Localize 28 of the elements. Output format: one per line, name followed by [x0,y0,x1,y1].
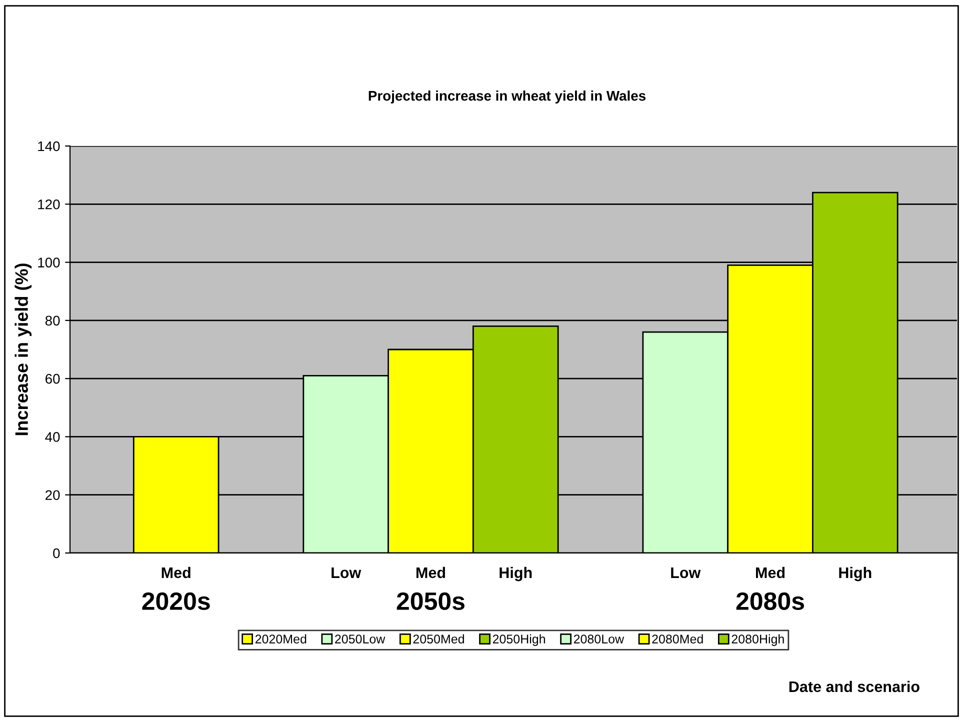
y-tick-label: 0 [53,548,60,558]
y-tick-label: 140 [38,141,60,152]
legend-label: 2080Med [652,634,703,644]
y-tick-label: 80 [45,316,60,326]
y-tick-label: 40 [45,432,60,442]
legend-label: 2050High [492,634,545,646]
x-tick-label: High [839,566,872,582]
text: 2020s [142,592,210,610]
x-tick-label: Med [416,566,446,578]
text: 2050s [396,592,464,610]
y-tick-label: 100 [38,258,60,268]
y-tick-label: 20 [46,490,60,500]
x-tick-label: Low [332,567,362,578]
x-tick-label: High [500,566,532,582]
legend-label: 2050Med [413,634,464,644]
y-tick-label: 120 [38,199,60,210]
x-tick-label: Low [671,567,701,578]
chart-title: Projected increase in wheat yield in Wales [368,90,646,104]
legend-label: 2020Med [255,634,306,644]
x-tick-label: Med [162,566,190,578]
x-tick-label: Med [756,566,785,578]
legend-label: 2050Low [335,634,386,644]
text: Date and scenario [789,680,920,692]
y-axis-title: Increase in yield (%) [14,264,32,436]
y-tick-label: 60 [46,374,60,384]
legend-label: 2080High [732,634,784,646]
text: 2080s [736,592,804,610]
legend-label: 2080Low [574,634,624,644]
